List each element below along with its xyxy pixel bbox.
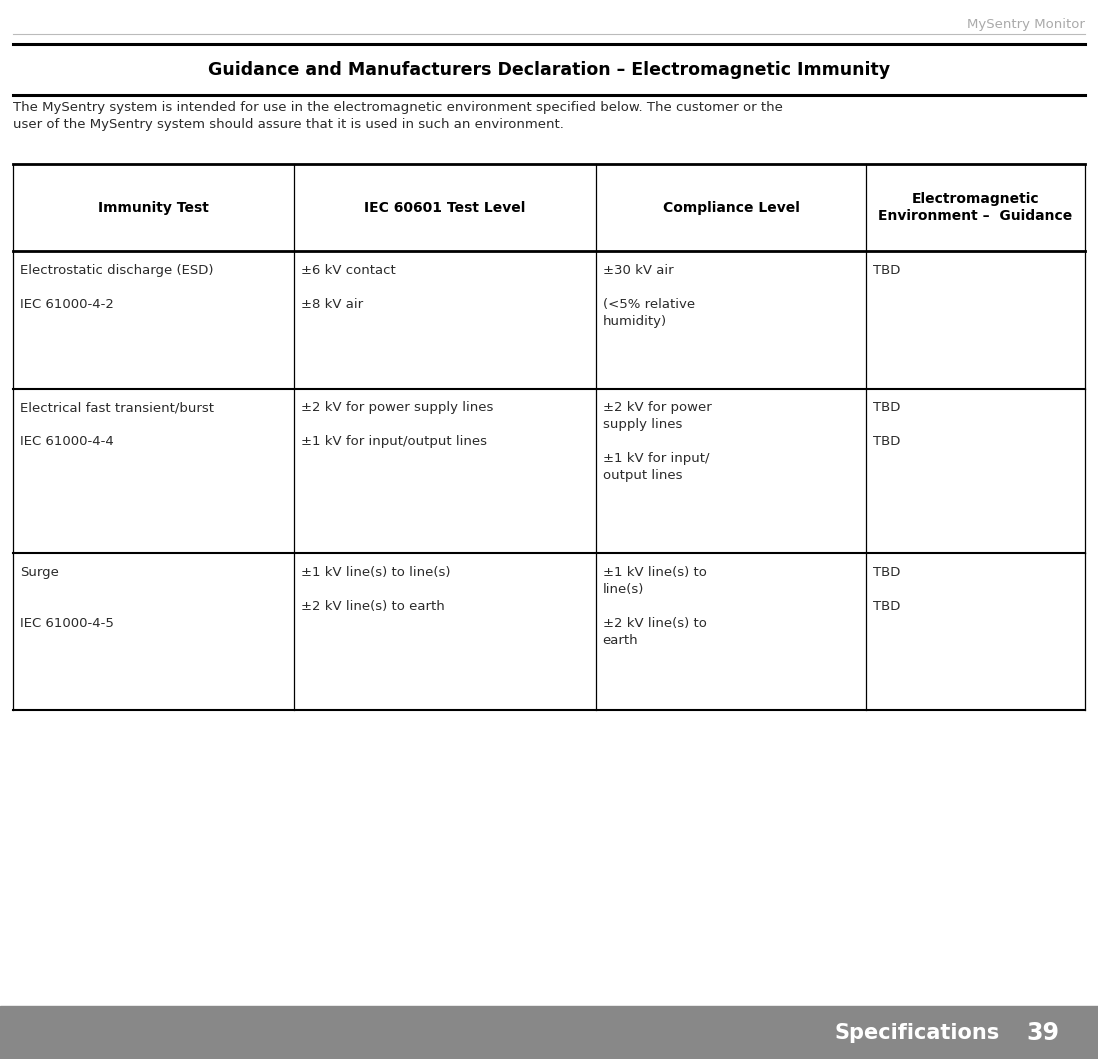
Text: ±6 kV contact

±8 kV air: ±6 kV contact ±8 kV air xyxy=(301,264,395,310)
Text: Guidance and Manufacturers Declaration – Electromagnetic Immunity: Guidance and Manufacturers Declaration –… xyxy=(208,61,890,78)
Text: ±1 kV line(s) to
line(s)

±2 kV line(s) to
earth: ±1 kV line(s) to line(s) ±2 kV line(s) t… xyxy=(603,566,707,646)
Text: Compliance Level: Compliance Level xyxy=(663,200,799,215)
Text: IEC 60601 Test Level: IEC 60601 Test Level xyxy=(365,200,526,215)
Text: Electrical fast transient/burst

IEC 61000-4-4: Electrical fast transient/burst IEC 6100… xyxy=(20,401,214,448)
Text: Immunity Test: Immunity Test xyxy=(98,200,209,215)
Text: 39: 39 xyxy=(1027,1021,1060,1044)
Text: Specifications: Specifications xyxy=(834,1023,1000,1042)
Text: The MySentry system is intended for use in the electromagnetic environment speci: The MySentry system is intended for use … xyxy=(13,101,783,130)
Text: TBD

TBD: TBD TBD xyxy=(873,401,900,448)
Text: TBD

TBD: TBD TBD xyxy=(873,566,900,612)
Text: ±30 kV air

(<5% relative
humidity): ±30 kV air (<5% relative humidity) xyxy=(603,264,695,327)
Text: ±1 kV line(s) to line(s)

±2 kV line(s) to earth: ±1 kV line(s) to line(s) ±2 kV line(s) t… xyxy=(301,566,450,612)
Text: TBD: TBD xyxy=(873,264,900,276)
Text: MySentry Monitor: MySentry Monitor xyxy=(967,18,1085,31)
Text: ±2 kV for power
supply lines

±1 kV for input/
output lines: ±2 kV for power supply lines ±1 kV for i… xyxy=(603,401,712,482)
Bar xyxy=(0,1006,1098,1059)
Text: Surge


IEC 61000-4-5: Surge IEC 61000-4-5 xyxy=(20,566,113,629)
Text: Electromagnetic
Environment –  Guidance: Electromagnetic Environment – Guidance xyxy=(878,192,1073,223)
Text: Electrostatic discharge (ESD)

IEC 61000-4-2: Electrostatic discharge (ESD) IEC 61000-… xyxy=(20,264,213,310)
Text: ±2 kV for power supply lines

±1 kV for input/output lines: ±2 kV for power supply lines ±1 kV for i… xyxy=(301,401,493,448)
